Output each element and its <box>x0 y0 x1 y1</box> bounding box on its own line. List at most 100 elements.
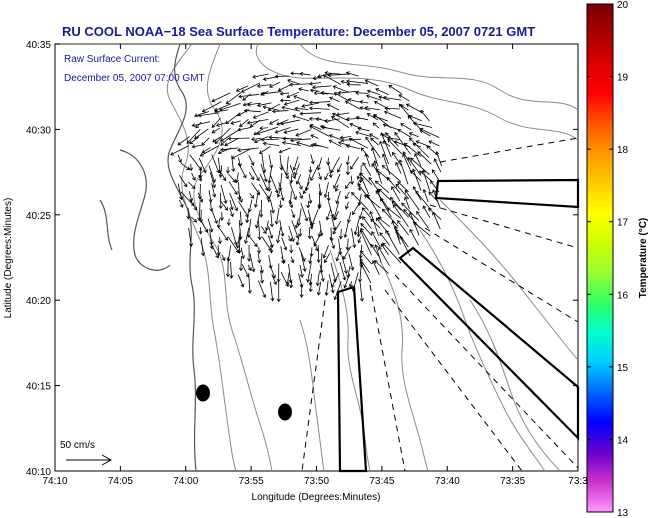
current-vector <box>360 250 372 265</box>
current-vector <box>279 220 285 237</box>
current-vector <box>258 146 271 154</box>
current-vector <box>361 207 372 219</box>
current-vector <box>269 118 279 125</box>
current-vector <box>290 71 301 76</box>
current-vector <box>310 164 319 182</box>
current-vector <box>259 173 269 191</box>
current-vector <box>179 199 184 208</box>
current-vector <box>220 129 240 142</box>
current-vector <box>201 137 210 146</box>
current-vector <box>239 211 244 227</box>
current-vector <box>307 227 312 240</box>
current-vector <box>308 217 314 230</box>
current-vector <box>231 155 236 173</box>
current-vector <box>291 220 300 239</box>
current-vector <box>318 172 323 181</box>
current-vector <box>231 227 238 246</box>
current-vector <box>191 144 202 149</box>
current-vector <box>289 280 294 289</box>
current-vector <box>359 258 370 274</box>
current-vector <box>198 157 207 174</box>
current-vector <box>286 91 300 99</box>
current-vector <box>253 190 259 208</box>
current-vector <box>280 163 289 180</box>
current-vector <box>355 115 369 121</box>
current-vector <box>235 229 241 249</box>
current-vector <box>380 132 392 158</box>
current-vector <box>189 154 202 171</box>
current-vector <box>249 253 256 273</box>
current-vector <box>428 207 442 220</box>
current-vector <box>211 127 221 134</box>
temperature-colorbar: 20 19 18 17 16 15 14 13 Temperature (°C) <box>586 0 649 518</box>
current-vector <box>186 129 201 144</box>
current-vector <box>271 274 278 286</box>
current-vector <box>280 119 300 126</box>
current-vector <box>289 165 297 180</box>
current-vector <box>270 199 275 214</box>
current-vector <box>229 192 239 212</box>
current-vector <box>208 190 213 203</box>
current-vector <box>397 181 409 192</box>
colorbar-tick-label: 18 <box>617 145 629 156</box>
current-vector <box>269 174 279 194</box>
current-vector <box>299 283 304 298</box>
current-vector <box>292 114 310 122</box>
current-vector <box>343 273 351 289</box>
current-vector <box>407 157 422 176</box>
current-vector <box>383 110 402 119</box>
current-vector <box>337 90 359 95</box>
current-vector <box>179 175 188 188</box>
current-vector <box>262 141 280 147</box>
current-vector <box>201 147 211 154</box>
current-vector <box>276 226 282 244</box>
current-vector <box>398 159 409 185</box>
current-vector <box>326 103 340 111</box>
current-vector <box>325 209 331 221</box>
station-marker-2 <box>278 403 292 421</box>
current-vector <box>408 114 422 122</box>
current-vector <box>278 147 291 154</box>
current-vector <box>243 227 250 245</box>
current-vector <box>288 263 293 284</box>
current-vector <box>345 155 350 166</box>
current-vector <box>217 237 222 245</box>
current-vector <box>315 271 320 287</box>
current-vector <box>352 201 361 216</box>
colorbar-ticks: 20 19 18 17 16 15 14 13 <box>587 0 629 518</box>
current-vector <box>296 208 302 227</box>
current-vector <box>235 172 240 184</box>
current-vector <box>397 220 409 236</box>
current-vector <box>260 163 268 183</box>
current-vector <box>180 162 190 171</box>
current-vector <box>198 166 203 179</box>
current-vector <box>225 91 242 105</box>
current-vector <box>308 193 313 205</box>
current-vector <box>198 227 203 235</box>
current-vector <box>259 126 269 131</box>
current-vector <box>225 166 231 174</box>
x-tick-label: 73:40 <box>435 476 460 487</box>
current-vector <box>340 80 350 85</box>
current-vector <box>359 99 369 105</box>
current-vector <box>309 125 330 137</box>
current-vector <box>357 126 370 132</box>
current-vector <box>289 173 294 184</box>
current-vector <box>250 165 260 182</box>
current-vector <box>373 160 383 184</box>
current-vector <box>382 95 402 101</box>
current-vector <box>405 103 423 113</box>
x-tick-label: 74:05 <box>108 476 133 487</box>
current-vector <box>199 145 219 157</box>
current-vector <box>335 112 350 117</box>
current-vector <box>276 191 281 198</box>
current-vector <box>333 210 339 221</box>
current-vector <box>215 121 230 127</box>
current-vector <box>312 85 332 90</box>
current-vector <box>290 256 295 264</box>
current-vector <box>391 186 401 202</box>
current-vector <box>256 126 279 136</box>
current-vector <box>351 191 369 211</box>
current-vector <box>274 74 290 79</box>
